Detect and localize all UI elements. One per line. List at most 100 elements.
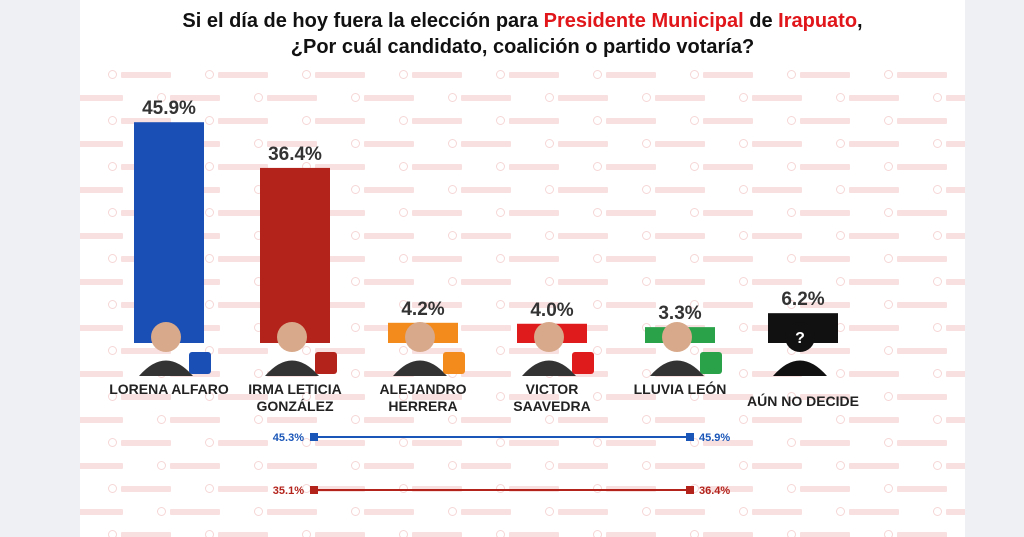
watermark-logo-icon <box>108 116 174 126</box>
bar-value-label: 4.0% <box>530 300 573 321</box>
watermark-logo-icon <box>108 346 174 356</box>
watermark-logo-icon <box>787 530 853 537</box>
watermark-logo-icon <box>80 185 126 195</box>
watermark-logo-icon <box>884 70 950 80</box>
candidate-photo-icon <box>534 322 564 352</box>
candidate-body-icon <box>139 360 193 376</box>
watermark-logo-icon <box>593 254 659 264</box>
trend-point <box>686 486 694 494</box>
watermark-logo-icon <box>448 507 514 517</box>
question-mark-icon: ? <box>795 330 805 347</box>
watermark-logo-icon <box>496 438 562 448</box>
chart-title: Si el día de hoy fuera la elección para … <box>80 8 965 60</box>
watermark-logo-icon <box>690 254 756 264</box>
watermark-logo-icon <box>933 277 965 287</box>
watermark-logo-icon <box>545 415 611 425</box>
watermark-logo-icon <box>884 208 950 218</box>
watermark-logo-icon <box>399 392 465 402</box>
bar-value-label: 45.9% <box>142 98 196 119</box>
watermark-logo-icon <box>593 70 659 80</box>
watermark-logo-icon <box>836 415 902 425</box>
watermark-logo-icon <box>836 461 902 471</box>
watermark-logo-icon <box>642 139 708 149</box>
trend-value-label: 36.4% <box>699 485 730 497</box>
bar <box>260 167 330 343</box>
watermark-logo-icon <box>884 392 950 402</box>
bar-value-label: 4.2% <box>401 299 444 320</box>
bar-value-label: 3.3% <box>658 303 701 324</box>
watermark-logo-icon <box>642 277 708 287</box>
watermark-logo-icon <box>108 70 174 80</box>
candidate-body-icon <box>393 360 447 376</box>
candidate-label: ALEJANDRO HERRERA <box>379 381 467 414</box>
party-logo-icon <box>700 352 722 374</box>
watermark-logo-icon <box>254 415 320 425</box>
watermark-logo-icon <box>399 438 465 448</box>
watermark-logo-icon <box>448 231 514 241</box>
watermark-logo-icon <box>399 300 465 310</box>
watermark-logo-icon <box>205 162 271 172</box>
candidate-body-icon <box>522 360 576 376</box>
watermark-logo-icon <box>739 231 805 241</box>
watermark-logo-icon <box>496 346 562 356</box>
trend-point <box>310 486 318 494</box>
watermark-logo-icon <box>787 484 853 494</box>
watermark-logo-icon <box>351 93 417 103</box>
watermark-logo-icon <box>157 507 223 517</box>
watermark-logo-icon <box>836 185 902 195</box>
watermark-logo-icon <box>933 369 965 379</box>
watermark-logo-icon <box>205 254 271 264</box>
title-question: ¿Por cuál candidato, coalición o partido… <box>290 36 755 58</box>
watermark-logo-icon <box>884 116 950 126</box>
watermark-logo-icon <box>80 277 126 287</box>
watermark-logo-icon <box>496 70 562 80</box>
title-highlight-office: Presidente Municipal <box>543 10 744 32</box>
watermark-logo-icon <box>933 185 965 195</box>
party-logo-icon <box>315 352 337 374</box>
title-text: Si el día de hoy fuera la elección para <box>182 10 544 32</box>
watermark-logo-icon <box>690 530 756 537</box>
watermark-logo-icon <box>836 93 902 103</box>
title-highlight-city: Irapuato <box>778 10 858 32</box>
watermark-logo-icon <box>545 507 611 517</box>
watermark-logo-icon <box>739 277 805 287</box>
watermark-logo-icon <box>690 346 756 356</box>
watermark-logo-icon <box>448 139 514 149</box>
watermark-logo-icon <box>351 277 417 287</box>
watermark-logo-icon <box>399 346 465 356</box>
candidate-label: VICTOR SAAVEDRA <box>513 381 591 414</box>
watermark-logo-icon <box>254 93 320 103</box>
watermark-logo-icon <box>351 369 417 379</box>
party-logo-icon <box>443 352 465 374</box>
watermark-logo-icon <box>690 208 756 218</box>
watermark-logo-icon <box>690 162 756 172</box>
watermark-logo-icon <box>642 461 708 471</box>
watermark-logo-icon <box>302 530 368 537</box>
party-logo-icon <box>572 352 594 374</box>
watermark-logo-icon <box>593 346 659 356</box>
watermark-logo-icon <box>933 139 965 149</box>
watermark-logo-icon <box>80 93 126 103</box>
watermark-logo-icon <box>884 300 950 310</box>
watermark-logo-icon <box>80 231 126 241</box>
watermark-logo-icon <box>448 461 514 471</box>
title-text: de <box>743 10 779 32</box>
bar-value-label: 6.2% <box>781 289 824 310</box>
candidate-label: IRMA LETICIA GONZÁLEZ <box>248 381 342 414</box>
watermark-logo-icon <box>351 139 417 149</box>
watermark-logo-icon <box>739 461 805 471</box>
watermark-logo-icon <box>205 300 271 310</box>
watermark-logo-icon <box>545 277 611 287</box>
watermark-logo-icon <box>836 139 902 149</box>
candidate-label: LORENA ALFARO <box>109 381 229 397</box>
watermark-logo-icon <box>787 300 853 310</box>
watermark-logo-icon <box>739 507 805 517</box>
watermark-logo-icon <box>593 530 659 537</box>
candidate-body-icon <box>773 360 827 376</box>
watermark-logo-icon <box>787 208 853 218</box>
watermark-logo-icon <box>642 415 708 425</box>
watermark-logo-icon <box>302 438 368 448</box>
watermark-logo-icon <box>351 415 417 425</box>
watermark-logo-icon <box>205 438 271 448</box>
watermark-logo-icon <box>690 70 756 80</box>
